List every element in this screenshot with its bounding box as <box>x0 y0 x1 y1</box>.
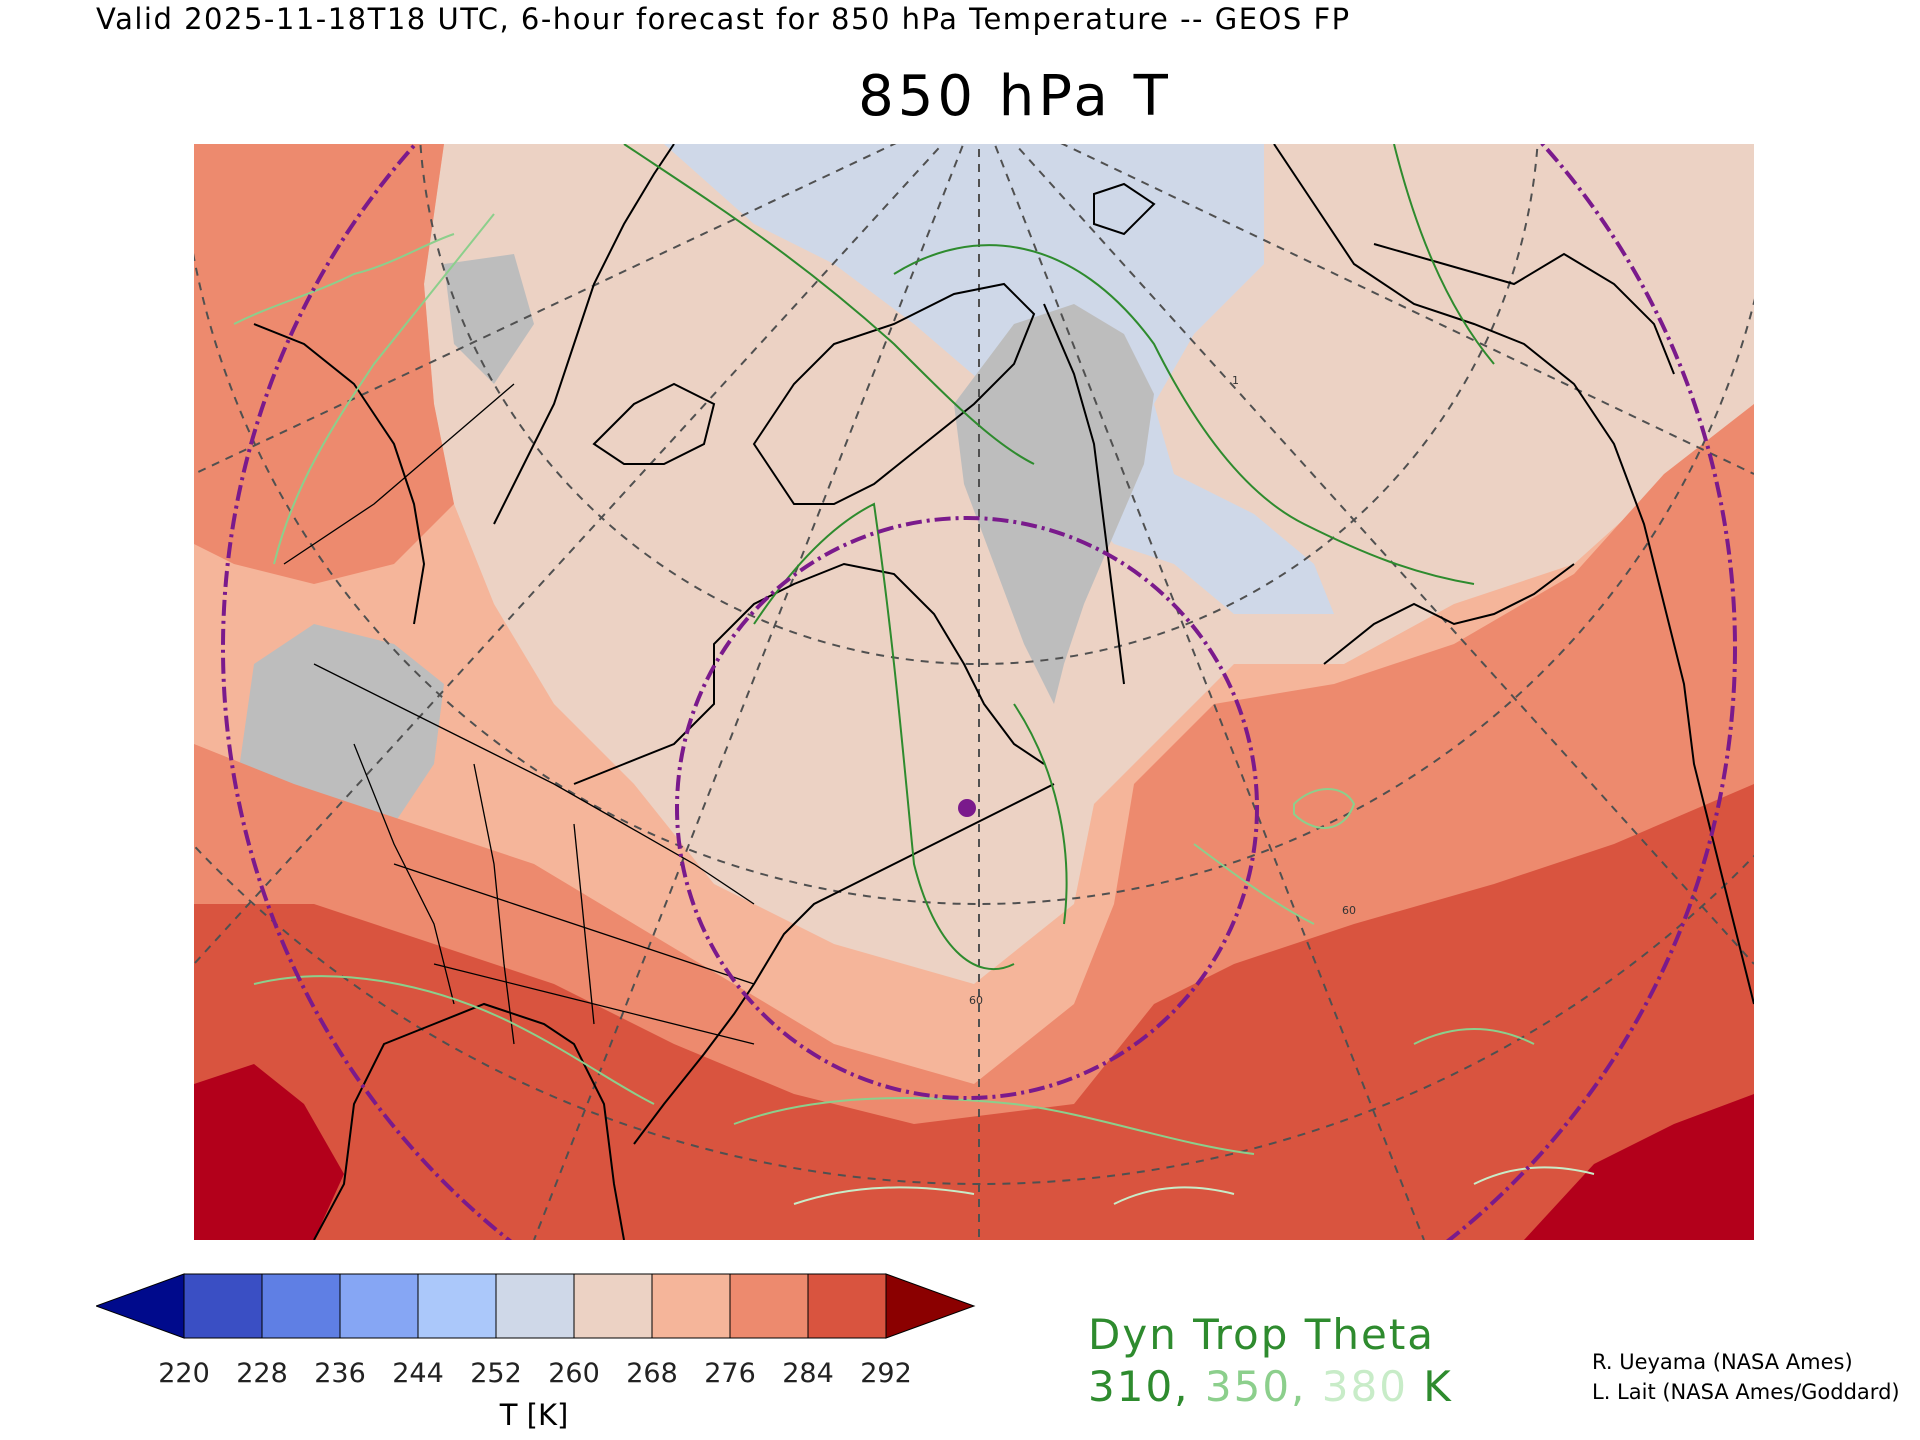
trop-separator: , <box>1291 1362 1322 1411</box>
forecast-valid-line: Valid 2025-11-18T18 UTC, 6-hour forecast… <box>96 2 1351 36</box>
graticule <box>194 144 1754 1240</box>
reference-point-marker <box>958 799 976 817</box>
tropopause-legend-values: 310, 350, 380 K <box>1088 1362 1453 1411</box>
colorbar-cell <box>651 1273 731 1339</box>
colorbar-tick-label: 228 <box>236 1358 288 1389</box>
contour-label: 60 <box>969 994 983 1007</box>
trop-unit: K <box>1423 1362 1453 1411</box>
colorbar-tick-label: 284 <box>782 1358 834 1389</box>
colorbar-tick-label: 220 <box>158 1358 210 1389</box>
contour-label: 60 <box>1342 904 1356 917</box>
temperature-colorbar <box>96 1273 976 1339</box>
trop-value-310: 310 <box>1088 1362 1175 1411</box>
colorbar-tick-label: 292 <box>860 1358 912 1389</box>
colorbar-axis-label: T [K] <box>499 1398 569 1432</box>
trop-contour-350 <box>233 213 1535 1155</box>
colorbar-underflow-triangle <box>96 1273 185 1339</box>
trop-separator: , <box>1174 1362 1205 1411</box>
map-title: 850 hPa T <box>858 64 1172 129</box>
colorbar-cell <box>807 1273 887 1339</box>
temperature-field-292-plus-gulf <box>194 1064 344 1240</box>
political-boundaries <box>283 383 755 1045</box>
colorbar-tick-label: 236 <box>314 1358 366 1389</box>
trop-value-350: 350 <box>1204 1362 1292 1411</box>
temperature-map: 60 60 1 <box>194 144 1754 1240</box>
temperature-field-276-284-north <box>194 144 454 584</box>
contour-label: 1 <box>1232 374 1239 387</box>
colorbar-cell <box>339 1273 419 1339</box>
colorbar-tick-label: 268 <box>626 1358 678 1389</box>
colorbar-cell <box>261 1273 341 1339</box>
colorbar-cell <box>729 1273 809 1339</box>
colorbar-cell <box>417 1273 497 1339</box>
colorbar-tick-label: 260 <box>548 1358 600 1389</box>
colorbar-cell <box>183 1273 263 1339</box>
colorbar-cell <box>495 1273 575 1339</box>
temperature-field-284-292 <box>194 784 1754 1240</box>
trop-contour-310 <box>623 144 1495 970</box>
temperature-field-292-plus-se <box>1524 1094 1754 1240</box>
credit-line: L. Lait (NASA Ames/Goddard) <box>1592 1380 1900 1404</box>
colorbar-cell <box>573 1273 653 1339</box>
tropopause-legend-title: Dyn Trop Theta <box>1088 1310 1436 1359</box>
trop-value-380: 380 <box>1321 1362 1408 1411</box>
reference-rings <box>221 144 1737 1240</box>
trop-contour-380 <box>793 1166 1595 1205</box>
missing-data-greenland <box>954 304 1154 704</box>
colorbar-overflow-triangle <box>885 1273 976 1339</box>
missing-data-patch-nw <box>444 254 534 384</box>
colorbar-tick-label: 244 <box>392 1358 444 1389</box>
coastlines <box>253 144 1754 1240</box>
credit-line: R. Ueyama (NASA Ames) <box>1592 1350 1853 1374</box>
colorbar-tick-label: 252 <box>470 1358 522 1389</box>
colorbar-tick-label: 276 <box>704 1358 756 1389</box>
